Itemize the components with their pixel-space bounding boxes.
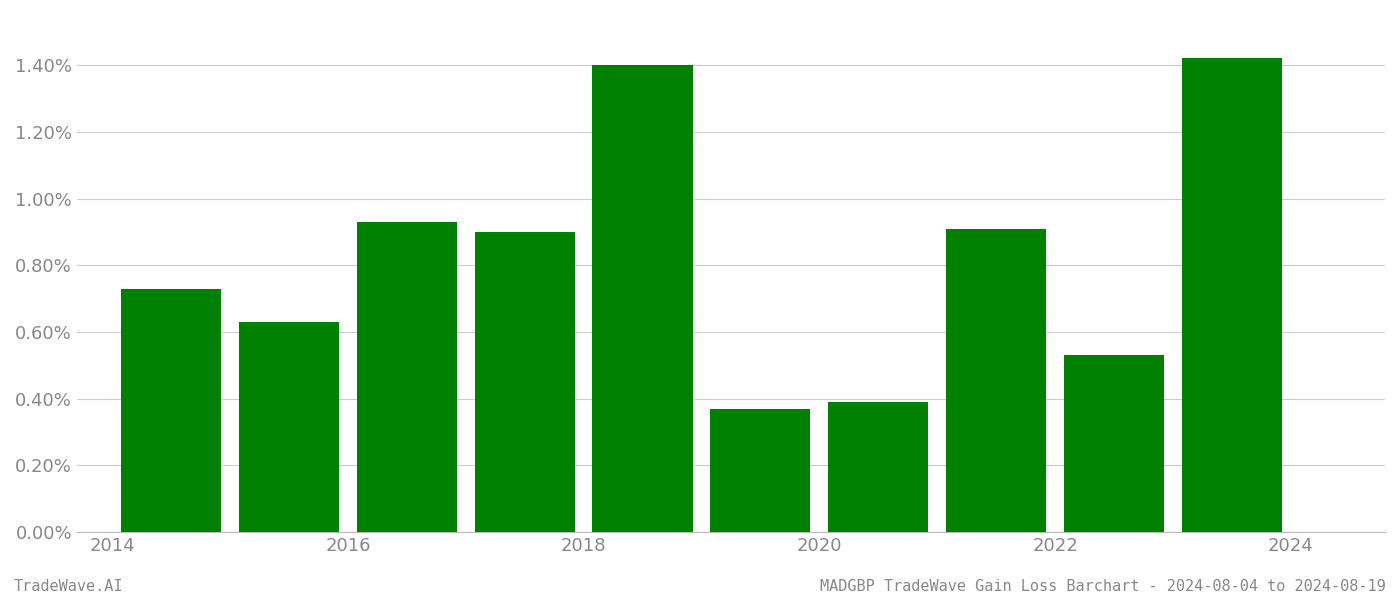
Bar xyxy=(239,322,339,532)
Text: TradeWave.AI: TradeWave.AI xyxy=(14,579,123,594)
Text: MADGBP TradeWave Gain Loss Barchart - 2024-08-04 to 2024-08-19: MADGBP TradeWave Gain Loss Barchart - 20… xyxy=(820,579,1386,594)
Bar xyxy=(829,402,928,532)
Bar xyxy=(120,289,221,532)
Bar xyxy=(710,409,811,532)
Bar xyxy=(1182,58,1282,532)
Bar xyxy=(1064,355,1163,532)
Bar xyxy=(475,232,575,532)
Bar xyxy=(592,65,693,532)
Bar xyxy=(946,229,1046,532)
Bar xyxy=(357,222,456,532)
